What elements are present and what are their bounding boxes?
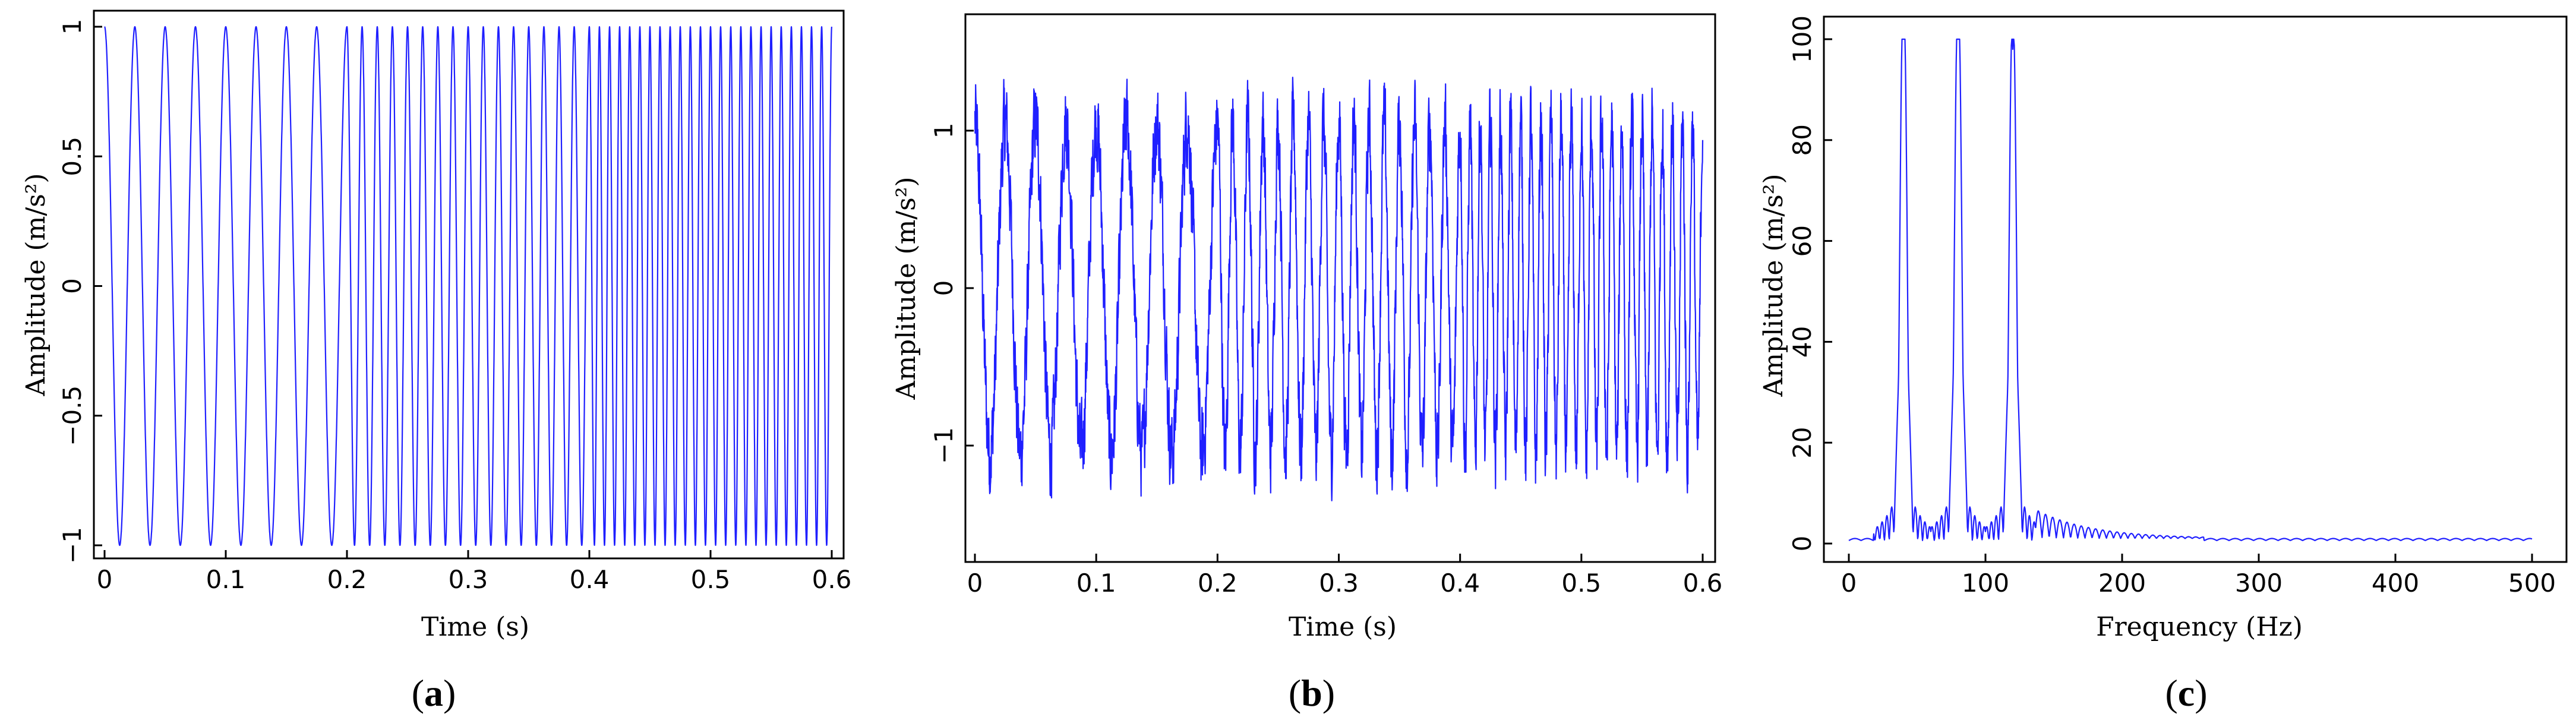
- panel-b-frame: [964, 13, 1716, 563]
- panel-c: 0 100 200 300 400 500 0 20 40 60 80 100 Frequency (…: [1759, 15, 2568, 714]
- panel-a-xlabel: Time (s): [421, 612, 529, 642]
- panel-b-plot: [974, 77, 1704, 501]
- panel-a-ytick-label: 1: [58, 19, 87, 35]
- panel-c-caption-letter: c: [2178, 672, 2195, 714]
- panel-a-ylabel: Amplitude (m/s²): [21, 173, 51, 396]
- panel-a-series-line: [104, 26, 833, 547]
- panel-c-ticks: 0 100 200 300 400 500 0 20 40 60 80 100: [1788, 15, 2556, 598]
- panel-c-xtick-label: 300: [2235, 568, 2283, 598]
- panel-b-xlabel: Time (s): [1289, 612, 1397, 642]
- panel-a-caption-letter: a: [424, 672, 443, 714]
- panel-a-ytick-label: −0.5: [58, 386, 87, 446]
- panel-b-ticks: 0 0.1 0.2 0.3 0.4 0.5 0.6 −1 0 1: [929, 123, 1722, 598]
- panel-b-xtick-label: 0.3: [1319, 568, 1359, 598]
- panel-a-xtick-label: 0.4: [570, 565, 610, 594]
- panel-b-xtick-label: 0: [967, 568, 983, 598]
- panel-c-ytick-label: 80: [1788, 124, 1817, 156]
- panel-b-xtick-label: 0.6: [1683, 568, 1723, 598]
- panel-c-xtick-label: 0: [1841, 568, 1857, 598]
- panel-c-xtick-label: 500: [2508, 568, 2556, 598]
- panel-b-ytick-label: −1: [929, 427, 958, 464]
- panel-c-ylabel: Amplitude (m/s²): [1759, 173, 1789, 397]
- panel-a-caption: (a): [412, 672, 456, 714]
- panel-a-ytick-label: 0.5: [58, 137, 87, 176]
- panel-a-ytick-label: 0: [58, 278, 87, 294]
- panel-a-xtick-label: 0.2: [327, 565, 367, 594]
- panel-a-plot: [104, 26, 833, 547]
- panel-c-ytick-label: 100: [1788, 15, 1817, 63]
- panel-a-xtick-label: 0.3: [449, 565, 488, 594]
- panel-a-frame: [93, 10, 845, 560]
- panel-c-frame: [1823, 15, 2568, 563]
- panel-b-xtick-label: 0.4: [1440, 568, 1480, 598]
- panel-c-xtick-label: 100: [1962, 568, 2009, 598]
- panel-c-caption: (c): [2165, 672, 2207, 714]
- panel-b-ytick-label: 0: [929, 280, 958, 296]
- panel-a-xtick-label: 0: [97, 565, 113, 594]
- panel-c-ytick-label: 60: [1788, 225, 1817, 257]
- panel-b-caption: (b): [1289, 672, 1335, 714]
- panel-a-ticks: 0 0.1 0.2 0.3 0.4 0.5 0.6 −1 −0.5 0 0.5 1: [58, 19, 851, 594]
- panel-a-xtick-label: 0.6: [812, 565, 852, 594]
- panel-c-ytick-label: 20: [1788, 427, 1817, 458]
- panel-c-xtick-label: 200: [2098, 568, 2146, 598]
- panel-b-ytick-label: 1: [929, 123, 958, 139]
- panel-b-series-line: [974, 77, 1704, 501]
- panel-a-xtick-label: 0.1: [206, 565, 246, 594]
- panel-c-plot: [1848, 38, 2533, 541]
- panel-c-series-line: [1848, 38, 2533, 541]
- panel-c-ytick-label: 0: [1788, 536, 1817, 552]
- panel-b-xtick-label: 0.5: [1561, 568, 1601, 598]
- panel-b-xtick-label: 0.1: [1077, 568, 1116, 598]
- panel-b-ylabel: Amplitude (m/s²): [891, 176, 921, 400]
- panel-b-caption-letter: b: [1301, 672, 1322, 714]
- panel-b-xtick-label: 0.2: [1198, 568, 1238, 598]
- panel-c-ytick-label: 40: [1788, 326, 1817, 358]
- panel-b: 0 0.1 0.2 0.3 0.4 0.5 0.6 −1 0 1 Time (s) Amplitu…: [891, 13, 1722, 714]
- panel-a-xtick-label: 0.5: [691, 565, 731, 594]
- panel-c-xlabel: Frequency (Hz): [2096, 612, 2303, 642]
- panel-a: 0 0.1 0.2 0.3 0.4 0.5 0.6−1−0.500.51 Time (s) …: [21, 10, 851, 714]
- panel-a-ytick-label: −1: [58, 527, 87, 564]
- panel-c-xtick-label: 400: [2372, 568, 2419, 598]
